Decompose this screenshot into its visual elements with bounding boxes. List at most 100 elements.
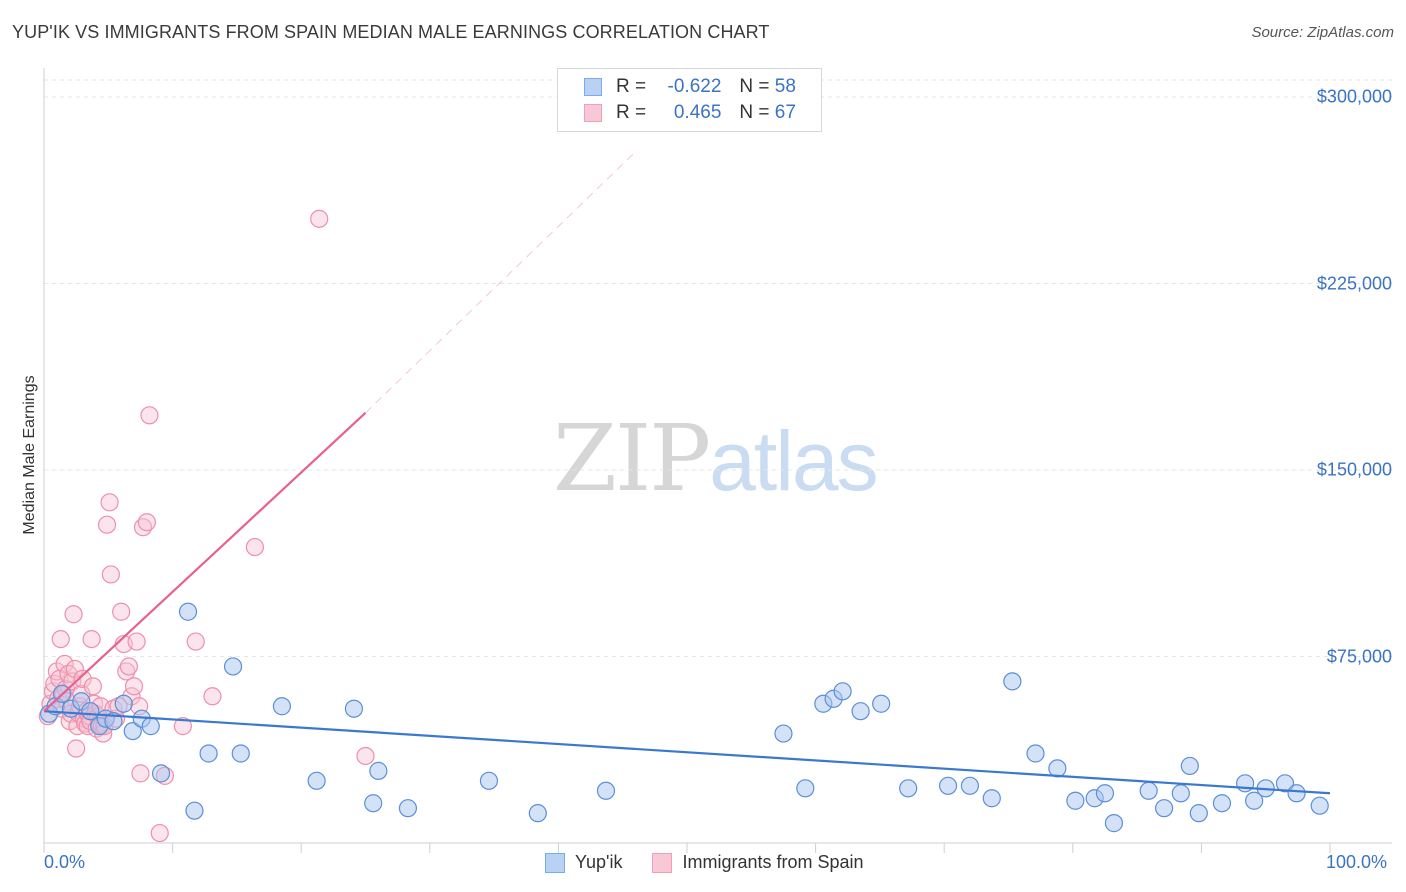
y-tick-label: $300,000 <box>1316 86 1392 107</box>
yupik-point <box>185 801 204 820</box>
watermark: ZIPatlas <box>553 405 879 512</box>
spain-point <box>127 632 146 651</box>
yupik-point <box>1048 759 1067 778</box>
yupik-trend-line <box>43 710 1331 795</box>
y-tick-label: $225,000 <box>1316 273 1392 293</box>
spain-point <box>117 662 136 681</box>
yupik-point <box>1066 791 1085 810</box>
legend-swatch-yupik <box>545 852 565 873</box>
spain-point <box>119 657 138 676</box>
spain-point <box>173 717 192 736</box>
yupik-point <box>1003 672 1022 691</box>
spain-trend-line <box>43 412 367 713</box>
yupik-point <box>960 776 980 795</box>
legend-n-label: N = <box>739 102 770 123</box>
legend-r-value: 0.465 <box>673 102 722 123</box>
yupik-point <box>833 682 852 701</box>
yupik-point <box>1212 794 1232 813</box>
yupik-point <box>364 794 383 813</box>
spain-point <box>83 677 102 696</box>
spain-point <box>47 662 66 681</box>
yupik-point <box>307 771 326 790</box>
spain-point <box>131 764 150 783</box>
legend-swatch-spain <box>652 852 673 873</box>
yupik-point <box>1180 756 1199 776</box>
spain-point <box>51 629 70 649</box>
spain-point <box>67 739 86 758</box>
x-tick-label-min: 0.0% <box>44 852 86 872</box>
yupik-point <box>272 697 292 716</box>
yupik-point <box>1275 774 1295 793</box>
x-tick-label-max: 100.0% <box>1326 852 1388 872</box>
y-axis-title: Median Male Earnings <box>21 375 38 535</box>
yupik-point <box>1287 784 1306 803</box>
yupik-point <box>1189 804 1208 823</box>
yupik-point <box>151 764 171 783</box>
watermark-atlas: atlas <box>709 414 878 508</box>
legend-item-spain: Immigrants from Spain <box>652 852 864 873</box>
legend-label-yupik: Yup'ik <box>575 852 623 872</box>
yupik-point <box>344 699 364 718</box>
spain-point <box>65 659 84 679</box>
spain-point <box>97 515 117 534</box>
legend-n-value: 58 <box>774 76 796 97</box>
yupik-point <box>851 702 870 721</box>
yupik-point <box>231 744 250 763</box>
yupik-point <box>774 724 793 743</box>
yupik-point <box>123 721 142 741</box>
legend-n-label: N = <box>739 76 770 97</box>
yupik-point <box>114 694 133 713</box>
yupik-point <box>1139 781 1158 800</box>
spain-point <box>150 823 169 843</box>
series-legend: Yup'ik Immigrants from Spain <box>545 852 894 873</box>
spain-point <box>356 746 375 766</box>
spain-point <box>112 602 131 621</box>
spain-point <box>101 565 120 584</box>
legend-label-spain: Immigrants from Spain <box>682 852 864 872</box>
yupik-point <box>796 779 815 798</box>
legend-n-value: 67 <box>774 102 796 123</box>
yupik-point <box>479 771 499 790</box>
y-tick-label: $150,000 <box>1316 459 1392 480</box>
spain-point <box>82 629 101 649</box>
legend-swatch-yupik <box>584 78 602 96</box>
yupik-point <box>178 602 198 621</box>
yupik-point <box>369 761 388 780</box>
spain-point <box>140 406 159 425</box>
yupik-point <box>398 799 418 818</box>
yupik-point <box>1245 791 1264 810</box>
spain-point <box>64 605 83 624</box>
y-tick-label: $75,000 <box>1326 646 1392 666</box>
spain-point <box>73 669 92 688</box>
spain-point <box>186 632 205 651</box>
yupik-point <box>223 657 243 676</box>
legend-swatch-spain <box>584 104 602 122</box>
legend-r-label: R = <box>616 102 647 123</box>
spain-point <box>55 654 74 674</box>
spain-trend-line <box>365 151 636 414</box>
legend-row-yupik: R = -0.622 N = 58 <box>584 75 796 99</box>
legend-item-yupik: Yup'ik <box>545 852 622 873</box>
spain-point <box>137 513 156 532</box>
source-label: Source: ZipAtlas.com <box>1251 24 1394 41</box>
watermark-zip: ZIP <box>553 405 711 512</box>
yupik-point <box>528 804 547 823</box>
yupik-point <box>1155 799 1174 818</box>
legend-r-value: -0.622 <box>667 76 722 97</box>
legend-r-label: R = <box>616 76 647 97</box>
spain-point <box>203 687 222 706</box>
yupik-point <box>596 781 616 800</box>
spain-point <box>100 493 119 512</box>
yupik-point <box>81 702 100 721</box>
yupik-point <box>141 717 160 736</box>
chart-title: YUP'IK VS IMMIGRANTS FROM SPAIN MEDIAN M… <box>12 22 770 42</box>
spain-point <box>124 677 144 696</box>
yupik-point <box>982 789 1001 808</box>
spain-point <box>245 537 265 557</box>
correlation-legend: R = -0.622 N = 58 R = 0.465 N = 67 <box>557 68 822 132</box>
yupik-point <box>872 694 891 713</box>
yupik-point <box>1104 814 1124 833</box>
yupik-point <box>1171 784 1190 803</box>
legend-row-spain: R = 0.465 N = 67 <box>584 101 796 125</box>
